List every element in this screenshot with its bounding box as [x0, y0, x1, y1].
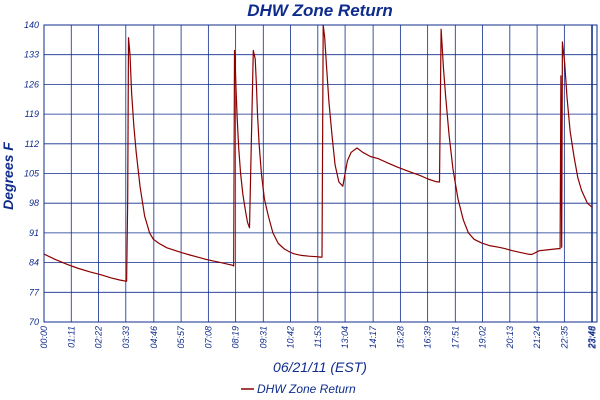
x-tick-label: 09:31	[258, 326, 268, 349]
x-tick-label: 01:11	[66, 326, 76, 348]
y-tick-label: 70	[29, 317, 39, 327]
y-tick-label: 140	[24, 20, 39, 30]
y-tick-label: 126	[24, 79, 39, 89]
x-tick-label: 03:33	[121, 326, 131, 349]
x-tick-label: 08:19	[231, 326, 241, 349]
x-tick-label: 10:42	[286, 326, 296, 349]
x-tick-label: 19:02	[478, 326, 488, 349]
x-tick-label: 21:24	[532, 326, 542, 350]
x-tick-label: 07:08	[203, 326, 213, 349]
x-tick-label: 15:28	[395, 326, 405, 349]
y-tick-label: 98	[29, 198, 39, 208]
x-tick-label: 14:17	[368, 325, 378, 349]
legend-label-dhw-zone-return: DHW Zone Return	[257, 382, 356, 396]
chart-title: DHW Zone Return	[247, 1, 392, 20]
x-tick-label: 02:22	[94, 326, 104, 349]
x-tick-label: 17:51	[450, 326, 460, 349]
y-tick-label: 77	[29, 287, 40, 297]
x-tick-label: 04:46	[149, 326, 159, 349]
x-tick-label: 20:13	[505, 326, 515, 350]
x-tick-label: 00:00	[39, 326, 49, 349]
x-tick-label: 23:48	[587, 326, 597, 350]
plot-border	[43, 24, 598, 323]
x-tick-label: 13:04	[340, 326, 350, 349]
y-tick-label: 112	[25, 139, 39, 149]
series-layer	[43, 24, 593, 282]
legend: DHW Zone Return	[241, 382, 356, 396]
y-axis-ticks: 70 77 84 91 98 105 112 119 126 133 140	[24, 20, 40, 327]
series-line-dhw-zone-return	[43, 24, 593, 282]
x-tick-label: 23:46	[587, 326, 597, 350]
y-tick-label: 119	[25, 109, 39, 119]
y-axis-label: Degrees F	[0, 142, 16, 210]
y-tick-label: 91	[29, 228, 39, 238]
y-tick-label: 133	[24, 50, 39, 60]
x-axis-ticks: 00:00 01:11 02:22 03:33 04:46 05:57 07:08 08:19…	[39, 325, 597, 350]
y-tick-label: 84	[29, 258, 39, 268]
y-tick-label: 105	[24, 169, 40, 179]
x-tick-label: 05:57	[176, 325, 186, 349]
x-axis-label: 06/21/11 (EST)	[273, 359, 367, 375]
x-tick-label: 11:53	[313, 326, 323, 348]
x-tick-label: 16:39	[423, 326, 433, 349]
x-tick-label: 22:35	[559, 325, 569, 350]
